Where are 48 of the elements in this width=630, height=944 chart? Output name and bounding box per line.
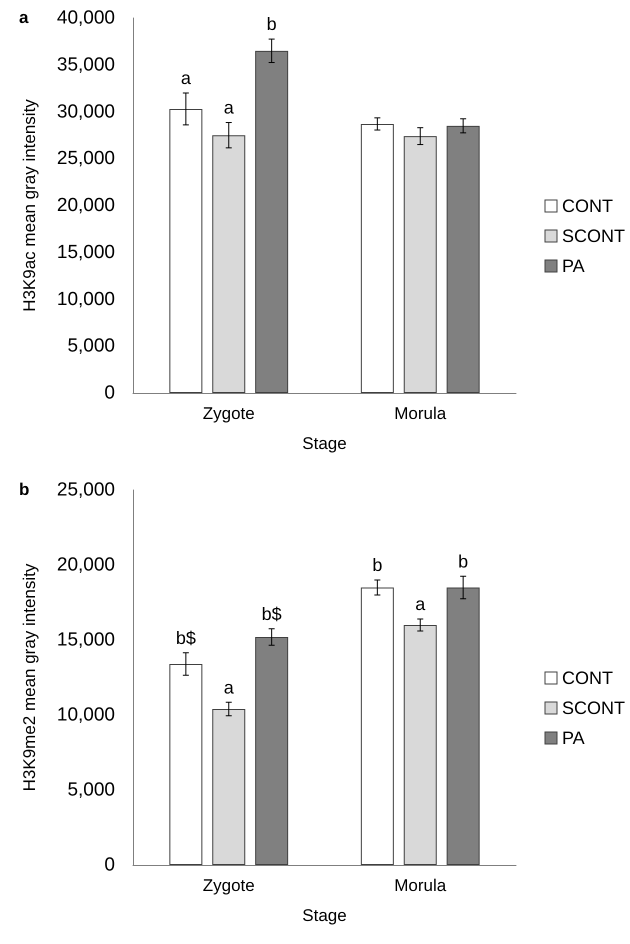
legend-label: CONT	[562, 196, 613, 216]
data-label: b	[266, 14, 277, 34]
y-tick-label: 0	[104, 854, 115, 876]
legend-label: CONT	[562, 668, 613, 688]
bar	[169, 108, 202, 393]
data-label: b	[458, 551, 468, 572]
data-label: b	[372, 555, 382, 575]
y-tick-label: 10,000	[56, 288, 115, 310]
y-tick-label: 0	[104, 382, 115, 404]
y-tick-label: 10,000	[56, 704, 115, 726]
y-tick-label: 5,000	[67, 780, 115, 800]
legend-label: SCONT	[562, 698, 626, 718]
x-axis-title: Stage	[302, 434, 347, 453]
y-tick-label: 25,000	[56, 480, 115, 500]
data-label: a	[415, 594, 426, 614]
bar	[360, 588, 394, 865]
chart-title: a	[19, 8, 29, 27]
x-tick-label: Zygote	[202, 404, 255, 423]
y-tick-label: 20,000	[56, 554, 115, 576]
x-tick-label: Morula	[394, 876, 447, 895]
bar	[404, 136, 437, 393]
x-tick-label: Morula	[394, 404, 447, 423]
y-axis-title: H3K9me2 mean gray intensity	[20, 563, 39, 792]
x-axis-title: Stage	[302, 906, 347, 925]
bar	[212, 709, 246, 865]
y-tick-label: 35,000	[56, 54, 115, 76]
y-tick-label: 20,000	[56, 195, 115, 216]
y-tick-label: 5,000	[67, 336, 115, 357]
y-tick-label: 15,000	[56, 242, 115, 263]
bar	[360, 124, 394, 393]
bar	[169, 664, 202, 865]
legend-label: PA	[562, 256, 585, 276]
x-tick-label: Zygote	[202, 876, 255, 895]
chart-title: b	[19, 480, 30, 499]
legend-label: SCONT	[562, 226, 626, 246]
y-tick-label: 30,000	[56, 101, 115, 122]
data-label: a	[180, 68, 192, 88]
data-label: a	[224, 98, 235, 118]
bar	[212, 135, 246, 393]
y-tick-label: 25,000	[56, 148, 115, 170]
data-label: b$	[262, 604, 282, 624]
data-label: b$	[176, 628, 196, 648]
y-tick-label: 15,000	[56, 630, 115, 650]
y-axis-title: H3K9ac mean gray intensity	[20, 98, 39, 312]
y-tick-label: 40,000	[56, 8, 115, 28]
legend-label: PA	[562, 728, 585, 748]
bar	[404, 625, 437, 865]
data-label: a	[224, 677, 235, 698]
